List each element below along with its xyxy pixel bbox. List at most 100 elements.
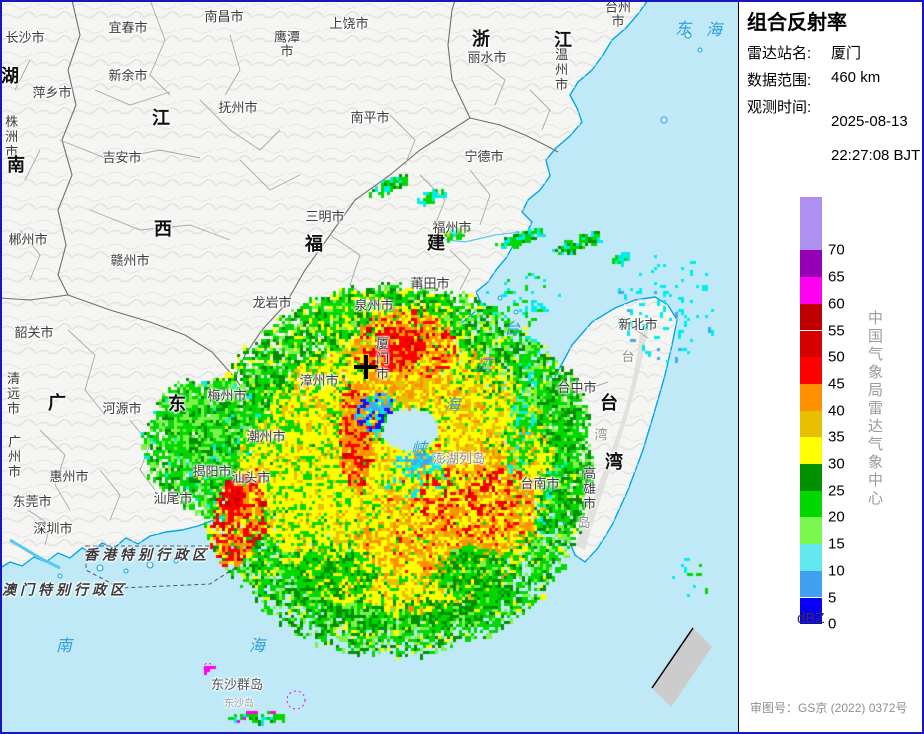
- legend-tick-50: 50: [828, 348, 845, 366]
- time-date: 2025-08-13: [831, 113, 908, 130]
- station-row: 雷达站名: 厦门: [747, 42, 861, 63]
- station-label: 雷达站名:: [747, 45, 812, 62]
- map-label-45: 丽水市: [467, 49, 507, 65]
- time-label: 观测时间:: [747, 99, 812, 116]
- legend-color-cell-2: [800, 544, 822, 571]
- map-approval-number: 审图号：GS京 (2022) 0372号: [750, 701, 908, 715]
- map-label-35: 南平市: [350, 109, 390, 125]
- legend-color-cell-14: [800, 223, 822, 251]
- legend-tick-55: 55: [828, 322, 845, 339]
- map-label-48: 东: [674, 19, 692, 39]
- legend-color-cell-1: [800, 570, 822, 598]
- marker-vertical-bar: [364, 355, 368, 379]
- product-title: 组合反射率: [747, 12, 847, 34]
- station-value: 厦门: [831, 45, 862, 62]
- map-label-19: 东: [168, 394, 186, 415]
- map-label-56: 台中市: [557, 379, 597, 395]
- legend-color-cell-4: [800, 490, 822, 518]
- legend-color-cell-top: [800, 197, 822, 224]
- map-label-49: 海: [705, 20, 723, 40]
- map-label-34: 建: [427, 233, 445, 254]
- map-label-23: 惠州市: [49, 468, 89, 484]
- map-label-43: 浙: [472, 29, 490, 50]
- legend-tick-35: 35: [828, 428, 845, 446]
- map-label-58: 高雄市: [581, 466, 597, 512]
- legend-tick-0: 0: [828, 615, 837, 633]
- legend-color-cell-10: [800, 330, 822, 358]
- legend-color-cell-12: [800, 277, 822, 304]
- legend-color-cell-13: [800, 250, 822, 278]
- panel-divider: [738, 0, 739, 734]
- map-label-4: 萍乡市: [32, 84, 72, 100]
- map-label-0: 长沙市: [5, 29, 45, 45]
- info-panel: 组合反射率 雷达站名: 厦门 数据范围: 460 km 观测时间: 2025-0…: [739, 0, 924, 734]
- map-label-60: 湾: [605, 452, 623, 473]
- map-label-38: 莆田市: [410, 275, 450, 291]
- map-label-24: 东莞市: [12, 493, 52, 509]
- radar-map: 长沙市 株洲市 湖南 萍乡市 宜春市 南昌市 新余市 吉安市 江西 抚州市 上饶市 鹰潭 市郴州市 赣州…: [0, 0, 738, 734]
- range-row: 数据范围: 460 km: [747, 69, 880, 90]
- map-label-37: 宁德市: [464, 148, 504, 164]
- map-label-26: 汕尾市: [153, 490, 193, 506]
- map-label-32: 三明市: [305, 208, 345, 224]
- map-label-55: 新北市: [618, 316, 658, 332]
- legend-color-cell-8: [800, 383, 822, 411]
- legend-tick-65: 65: [828, 268, 845, 286]
- map-label-50: 台: [503, 319, 521, 339]
- legend-color-cell-11: [800, 303, 822, 331]
- legend-color-cell-0: [800, 597, 822, 625]
- cma-watermark: 中国气象局雷达气象中心: [866, 310, 883, 508]
- map-label-30: 香港特别行政区: [84, 547, 210, 564]
- map-label-65: 海: [248, 636, 266, 656]
- map-label-18: 广: [48, 393, 66, 414]
- map-label-51: 湾: [475, 356, 493, 376]
- map-label-22: 广州市: [6, 434, 22, 480]
- map-label-42: 漳州市: [299, 372, 339, 388]
- map-label-9: 江: [152, 108, 170, 129]
- map-label-53: 峡: [410, 439, 428, 459]
- map-label-15: 赣州市: [110, 252, 150, 268]
- legend-color-cell-6: [800, 437, 822, 464]
- map-label-3: 南: [7, 155, 25, 176]
- map-label-39: 龙岩市: [252, 294, 292, 310]
- map-label-16: 韶关市: [14, 324, 54, 340]
- map-label-8: 吉安市: [102, 149, 142, 165]
- legend-color-cell-7: [800, 410, 822, 438]
- map-label-64: 南: [55, 636, 73, 656]
- map-label-59: 台: [600, 393, 618, 414]
- legend-color-cell-5: [800, 464, 822, 491]
- map-label-41: 厦门市: [374, 336, 390, 382]
- map-label-6: 南昌市: [204, 8, 244, 24]
- radar-station-marker: [354, 355, 378, 379]
- map-label-63: 岛: [577, 514, 591, 530]
- map-label-25: 深圳市: [33, 520, 73, 536]
- map-label-47: 温州市: [553, 47, 569, 93]
- map-label-40: 泉州市: [354, 297, 394, 313]
- range-label: 数据范围:: [747, 72, 812, 89]
- map-label-29: 潮州市: [246, 428, 286, 444]
- map-label-10: 西: [154, 219, 172, 240]
- map-label-17: 清远市: [5, 371, 21, 417]
- legend-tick-5: 5: [828, 589, 837, 606]
- map-label-13: 鹰潭 市: [273, 29, 301, 59]
- map-label-61: 台: [621, 348, 635, 364]
- map-label-33: 福: [305, 234, 323, 255]
- map-label-20: 河源市: [102, 400, 142, 416]
- legend-unit: dBZ: [797, 610, 825, 627]
- map-label-44: 江: [554, 30, 572, 51]
- time-value: 2025-08-13 22:27:08 BJT: [831, 96, 920, 181]
- legend-tick-45: 45: [828, 375, 845, 393]
- map-label-1: 株洲市: [3, 114, 19, 160]
- legend-tick-60: 60: [828, 295, 845, 313]
- map-label-57: 台南市: [520, 475, 560, 491]
- legend-tick-20: 20: [828, 508, 845, 526]
- map-label-28: 汕头市: [231, 469, 271, 485]
- map-label-12: 上饶市: [329, 15, 369, 31]
- range-value: 460 km: [831, 69, 881, 86]
- map-label-27: 揭阳市: [192, 463, 232, 479]
- legend-color-cell-9: [800, 357, 822, 384]
- legend-tick-25: 25: [828, 482, 845, 500]
- legend-tick-30: 30: [828, 455, 845, 473]
- map-label-31: 澳门特别行政区: [2, 582, 128, 599]
